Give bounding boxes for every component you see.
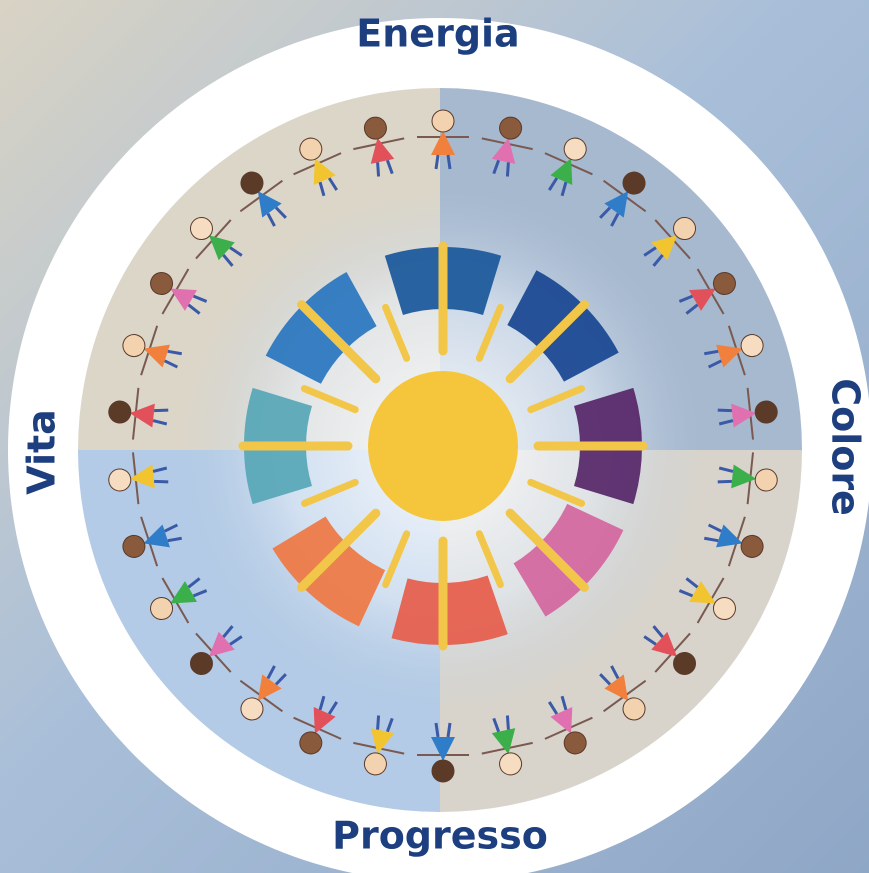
child-leg	[154, 409, 168, 412]
child-head	[432, 760, 454, 782]
child-leg	[436, 723, 438, 737]
sun	[368, 371, 518, 521]
child-leg	[448, 723, 450, 737]
label-right: Colore	[824, 378, 868, 516]
child-leg	[718, 409, 732, 412]
label-top: Energia	[356, 12, 519, 56]
child-leg	[448, 155, 450, 169]
label-left: Vita	[20, 409, 64, 495]
child-leg	[718, 480, 732, 483]
child-head	[432, 110, 454, 132]
page: Energia Colore Progresso Vita (() => { c…	[0, 0, 869, 873]
label-bottom: Progresso	[332, 814, 548, 858]
color-segment	[400, 605, 498, 614]
child-leg	[436, 155, 438, 169]
child-leg	[154, 480, 168, 483]
emblem: Energia Colore Progresso Vita	[0, 0, 869, 873]
